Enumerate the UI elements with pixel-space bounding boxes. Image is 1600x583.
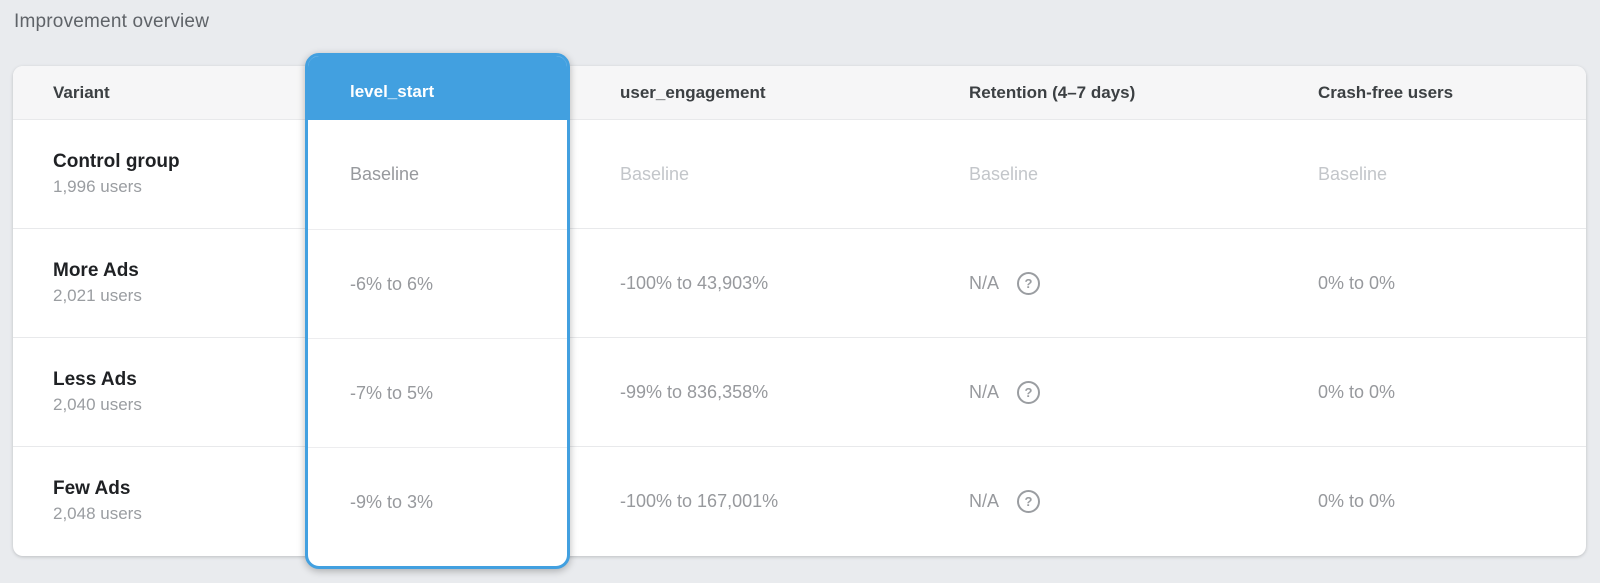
retention-value: N/A ? (919, 338, 1268, 446)
selected-metric-column-level-start: level_start Baseline -6% to 6% -7% to 5%… (305, 53, 570, 569)
retention-na-text: N/A (969, 491, 1000, 511)
table-header-row: Variant user_engagement Retention (4–7 d… (13, 66, 1586, 120)
retention-value: N/A ? (919, 229, 1268, 337)
level-start-value: -7% to 5% (308, 338, 567, 447)
column-header-level-start[interactable]: level_start (308, 56, 567, 120)
variant-cell: More Ads 2,021 users (13, 229, 305, 337)
variant-cell: Few Ads 2,048 users (13, 447, 305, 556)
user-engagement-value: -100% to 167,001% (620, 491, 779, 511)
user-engagement-value: Baseline (620, 163, 690, 184)
level-start-value: Baseline (350, 164, 420, 184)
table-row-less-ads: Less Ads 2,040 users -99% to 836,358% N/… (13, 338, 1586, 447)
variant-cell: Control group 1,996 users (13, 120, 305, 228)
table-row-few-ads: Few Ads 2,048 users -100% to 167,001% N/… (13, 447, 1586, 556)
column-header-retention[interactable]: Retention (4–7 days) (969, 82, 1136, 102)
variant-name: Less Ads (53, 368, 137, 390)
crash-free-value: 0% to 0% (1318, 381, 1396, 402)
variant-name: Control group (53, 150, 180, 172)
column-header-crash-free[interactable]: Crash-free users (1318, 82, 1454, 102)
user-engagement-value: -100% to 43,903% (620, 272, 769, 293)
user-engagement-value: -99% to 836,358% (620, 381, 769, 402)
help-question-icon[interactable]: ? (1017, 271, 1041, 295)
help-question-icon[interactable]: ? (1017, 490, 1041, 513)
crash-free-value: Baseline (1318, 163, 1388, 184)
table-row-control-group: Control group 1,996 users Baseline Basel… (13, 120, 1586, 229)
help-question-icon[interactable]: ? (1017, 380, 1041, 404)
column-header-user-engagement[interactable]: user_engagement (620, 82, 766, 102)
table-row-more-ads: More Ads 2,021 users -100% to 43,903% N/… (13, 229, 1586, 338)
retention-na-text: N/A (969, 272, 1000, 293)
column-header-variant: Variant (53, 82, 110, 102)
crash-free-value: 0% to 0% (1318, 491, 1396, 511)
retention-na-text: N/A (969, 381, 1000, 402)
variant-user-count: 1,996 users (53, 176, 142, 196)
page-title: Improvement overview (14, 11, 210, 32)
level-start-value: -6% to 6% (308, 229, 567, 338)
level-start-value: -9% to 3% (308, 447, 567, 556)
variant-cell: Less Ads 2,040 users (13, 338, 305, 446)
variant-name: Few Ads (53, 478, 131, 499)
variant-user-count: 2,040 users (53, 394, 142, 414)
retention-value: N/A ? (919, 447, 1268, 556)
variant-user-count: 2,021 users (53, 285, 142, 305)
crash-free-value: 0% to 0% (1318, 272, 1396, 293)
variant-name: More Ads (53, 259, 139, 281)
retention-value: Baseline (969, 163, 1039, 184)
improvement-overview-table: Variant user_engagement Retention (4–7 d… (13, 53, 1586, 569)
variant-user-count: 2,048 users (53, 504, 142, 523)
